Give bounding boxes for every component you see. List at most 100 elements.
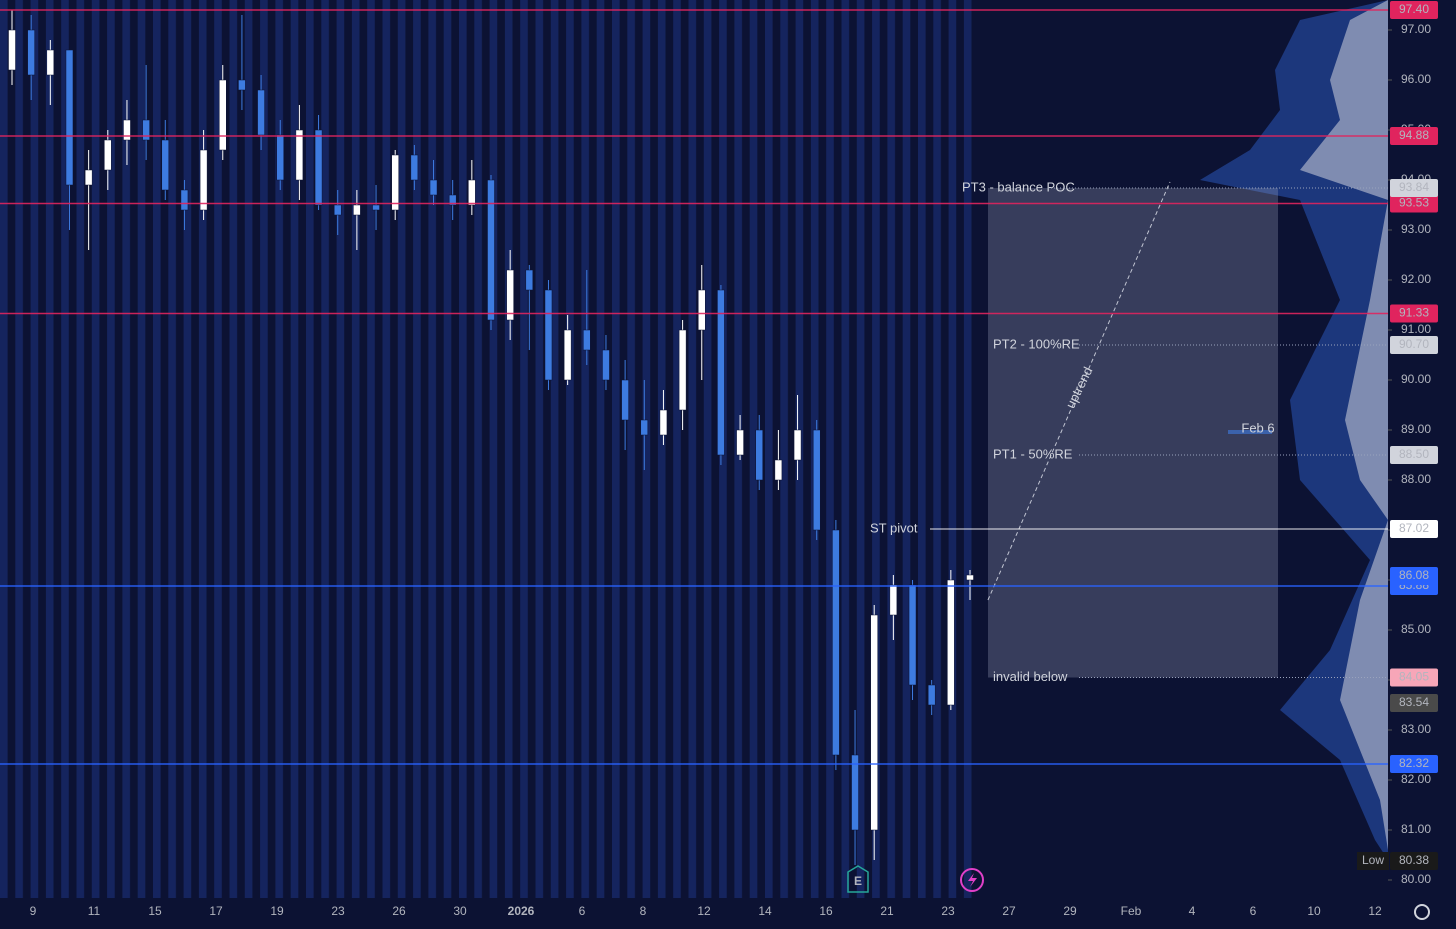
candle-body bbox=[621, 379, 629, 421]
price-label: 86.08 bbox=[1399, 568, 1429, 582]
y-tick-label: 92.00 bbox=[1401, 272, 1431, 286]
candle-body bbox=[755, 429, 763, 481]
price-label-bg bbox=[1390, 694, 1438, 712]
price-label: 80.38 bbox=[1399, 853, 1429, 867]
settings-icon[interactable] bbox=[1414, 904, 1430, 920]
candle-body bbox=[448, 194, 457, 206]
event-badge bbox=[847, 865, 869, 893]
candle-body bbox=[966, 574, 974, 581]
price-label: 93.53 bbox=[1399, 196, 1429, 210]
price-label: 91.33 bbox=[1399, 306, 1429, 320]
candle-body bbox=[238, 79, 246, 91]
price-label-bg bbox=[1390, 668, 1438, 687]
y-tick-label: 93.00 bbox=[1401, 222, 1431, 236]
price-label: 88.50 bbox=[1399, 447, 1429, 461]
candle-body bbox=[640, 419, 649, 436]
x-tick-label: 6 bbox=[1250, 904, 1257, 918]
candle-body bbox=[947, 579, 955, 706]
candle-body bbox=[84, 169, 93, 186]
price-label-bg bbox=[1390, 127, 1438, 145]
candle-body bbox=[506, 269, 514, 321]
price-label-bg bbox=[1390, 446, 1438, 464]
x-tick-label: 9 bbox=[30, 904, 37, 918]
x-tick-label: 11 bbox=[88, 904, 101, 918]
candle-body bbox=[659, 409, 668, 436]
price-label-bg bbox=[1390, 567, 1438, 585]
candle-body bbox=[812, 429, 821, 531]
x-tick-label: 26 bbox=[392, 904, 406, 918]
candle-body bbox=[333, 204, 342, 216]
x-tick-label: 29 bbox=[1063, 904, 1077, 918]
price-label: 82.32 bbox=[1399, 756, 1429, 770]
candle-body bbox=[429, 179, 438, 196]
y-tick-label: 97.00 bbox=[1401, 22, 1431, 36]
y-tick-label: 83.00 bbox=[1401, 722, 1431, 736]
y-tick-label: 88.00 bbox=[1401, 472, 1431, 486]
y-tick-label: 80.00 bbox=[1401, 872, 1431, 886]
candle-body bbox=[199, 149, 208, 211]
price-label-bg bbox=[1390, 0, 1438, 19]
candle-body bbox=[314, 129, 323, 206]
x-tick-label: 17 bbox=[209, 904, 223, 918]
candle-body bbox=[602, 349, 610, 381]
candle-body bbox=[353, 204, 361, 216]
candle-body bbox=[717, 289, 725, 456]
annotation: PT1 - 50%RE bbox=[993, 446, 1073, 461]
x-tick-label: 30 bbox=[453, 904, 467, 918]
annotation: ST pivot bbox=[870, 520, 918, 535]
y-tick-label: 82.00 bbox=[1401, 772, 1431, 786]
candle-body bbox=[180, 189, 189, 211]
x-tick-label: 27 bbox=[1002, 904, 1016, 918]
price-label-bg bbox=[1390, 852, 1438, 870]
x-tick-label: 12 bbox=[1368, 904, 1382, 918]
x-tick-label: 12 bbox=[697, 904, 711, 918]
candle-body bbox=[870, 614, 878, 831]
y-tick-label: 96.00 bbox=[1401, 72, 1431, 86]
candle-body bbox=[889, 584, 898, 616]
x-tick-label: Feb bbox=[1121, 904, 1142, 918]
x-tick-label: 21 bbox=[880, 904, 894, 918]
candle-body bbox=[563, 329, 572, 381]
price-label: 93.84 bbox=[1399, 180, 1429, 194]
candle-body bbox=[544, 289, 553, 381]
x-tick-label: 6 bbox=[579, 904, 586, 918]
price-label: 87.02 bbox=[1399, 521, 1429, 535]
price-label-bg bbox=[1390, 755, 1438, 773]
x-tick-label: 15 bbox=[148, 904, 162, 918]
price-label: 97.40 bbox=[1399, 2, 1429, 16]
candle-body bbox=[851, 754, 859, 831]
y-tick-label: 85.00 bbox=[1401, 622, 1431, 636]
x-tick-label: 23 bbox=[331, 904, 345, 918]
candle-body bbox=[295, 129, 304, 181]
candle-body bbox=[678, 329, 687, 411]
y-tick-label: 89.00 bbox=[1401, 422, 1431, 436]
candle-body bbox=[908, 584, 917, 686]
lightning-icon[interactable] bbox=[960, 868, 984, 892]
x-tick-label: 16 bbox=[819, 904, 833, 918]
candle-body bbox=[161, 139, 170, 191]
volume-profile bbox=[1200, 0, 1388, 860]
x-tick-label: 10 bbox=[1307, 904, 1321, 918]
price-label-bg bbox=[1390, 336, 1438, 354]
candle-body bbox=[698, 289, 706, 331]
candle-body bbox=[736, 429, 744, 456]
candle-body bbox=[104, 139, 112, 171]
price-label-bg bbox=[1390, 194, 1438, 213]
annotation: invalid below bbox=[993, 669, 1068, 684]
candle-body bbox=[219, 79, 227, 151]
annotation: PT2 - 100%RE bbox=[993, 336, 1080, 351]
date-note: Feb 6 bbox=[1241, 420, 1274, 435]
candle-body bbox=[46, 49, 55, 76]
candle-body bbox=[410, 154, 419, 181]
candle-body bbox=[372, 204, 380, 211]
x-tick-label: 8 bbox=[640, 904, 647, 918]
y-tick-label: 90.00 bbox=[1401, 372, 1431, 386]
tag-bg bbox=[1357, 852, 1389, 870]
candle-body bbox=[142, 119, 150, 141]
candle-body bbox=[774, 459, 783, 481]
x-tick-label: 23 bbox=[941, 904, 955, 918]
date-bar bbox=[1228, 430, 1272, 434]
candle-body bbox=[27, 29, 35, 76]
candle-body bbox=[276, 134, 284, 181]
